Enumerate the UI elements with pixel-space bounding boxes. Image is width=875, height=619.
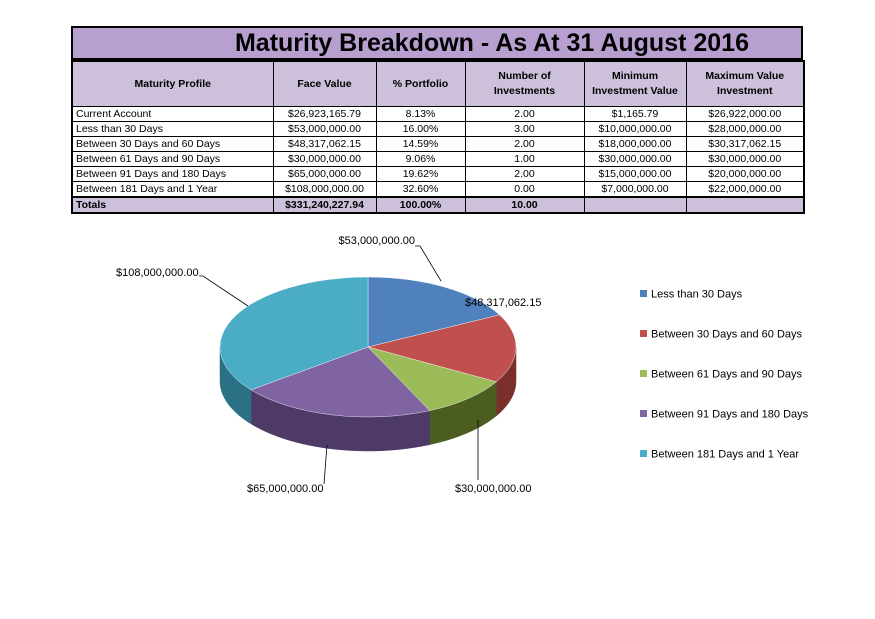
cell-minimum-investment bbox=[583, 196, 687, 214]
legend-swatch-0 bbox=[640, 290, 647, 297]
col-header-maximum-investment: Maximum Value Investment bbox=[685, 60, 805, 107]
pie-slice-2 bbox=[367, 346, 497, 411]
maturity-table: Maturity Profile Face Value % Portfolio … bbox=[71, 60, 805, 214]
legend-swatch-2 bbox=[640, 370, 647, 377]
cell-maturity-profile: Between 61 Days and 90 Days bbox=[71, 151, 274, 167]
legend-label-4: Between 181 Days and 1 Year bbox=[651, 449, 799, 461]
legend-swatch-3 bbox=[640, 410, 647, 417]
data-label-4: $108,000,000.00 bbox=[116, 267, 199, 279]
pie-slice-0 bbox=[367, 276, 500, 348]
leader-line-4 bbox=[199, 275, 249, 307]
cell-face-value: $108,000,000.00 bbox=[272, 181, 377, 198]
cell-face-value: $48,317,062.15 bbox=[272, 136, 377, 152]
col-header-face-value: Face Value bbox=[272, 60, 377, 107]
cell-maturity-profile: Totals bbox=[71, 196, 274, 214]
cell-portfolio-percent: 19.62% bbox=[375, 166, 466, 182]
leader-line-0 bbox=[415, 245, 442, 282]
data-label-2: $30,000,000.00 bbox=[455, 483, 531, 495]
cell-maximum-investment: $30,000,000.00 bbox=[685, 151, 805, 167]
cell-number-of-investments: 3.00 bbox=[464, 121, 585, 137]
totals-row: Totals $331,240,227.94 100.00% 10.00 bbox=[71, 196, 805, 214]
cell-maximum-investment: $22,000,000.00 bbox=[685, 181, 805, 198]
table-row: Between 61 Days and 90 Days $30,000,000.0… bbox=[71, 151, 805, 167]
legend-swatch-1 bbox=[640, 330, 647, 337]
cell-maturity-profile: Between 91 Days and 180 Days bbox=[71, 166, 274, 182]
legend-label-1: Between 30 Days and 60 Days bbox=[651, 329, 803, 341]
pie-slice-4 bbox=[219, 276, 369, 391]
pie-sides bbox=[219, 346, 517, 452]
cell-portfolio-percent: 32.60% bbox=[375, 181, 466, 198]
cell-number-of-investments: 10.00 bbox=[464, 196, 585, 214]
cell-minimum-investment: $10,000,000.00 bbox=[583, 121, 687, 137]
report-title: Maturity Breakdown - As At 31 August 201… bbox=[71, 26, 803, 60]
legend-label-0: Less than 30 Days bbox=[651, 289, 743, 301]
cell-maturity-profile: Current Account bbox=[71, 106, 274, 122]
chart-legend: Less than 30 Days Between 30 Days and 60 … bbox=[640, 289, 809, 461]
legend-label-3: Between 91 Days and 180 Days bbox=[651, 409, 809, 421]
cell-portfolio-percent: 100.00% bbox=[375, 196, 466, 214]
pie-slices bbox=[219, 276, 517, 418]
table-row: Less than 30 Days $53,000,000.00 16.00% 3.0… bbox=[71, 121, 805, 137]
cell-number-of-investments: 0.00 bbox=[464, 181, 585, 198]
data-label-0: $53,000,000.00 bbox=[339, 235, 415, 247]
pie-slice-3 bbox=[250, 346, 431, 418]
cell-maximum-investment bbox=[685, 196, 805, 214]
col-header-minimum-investment: Minimum Investment Value bbox=[583, 60, 687, 107]
leader-line-3 bbox=[323, 444, 328, 485]
pie-data-labels: $53,000,000.00 $48,317,062.15 $30,000,000.… bbox=[116, 235, 541, 495]
cell-maximum-investment: $20,000,000.00 bbox=[685, 166, 805, 182]
table-row: Between 181 Days and 1 Year $108,000,000.… bbox=[71, 181, 805, 198]
cell-face-value: $26,923,165.79 bbox=[272, 106, 377, 122]
legend-label-2: Between 61 Days and 90 Days bbox=[651, 369, 803, 381]
table-header-row: Maturity Profile Face Value % Portfolio … bbox=[71, 60, 805, 107]
cell-face-value: $53,000,000.00 bbox=[272, 121, 377, 137]
legend-swatch-4 bbox=[640, 450, 647, 457]
data-label-3: $65,000,000.00 bbox=[247, 483, 323, 495]
cell-number-of-investments: 2.00 bbox=[464, 166, 585, 182]
data-label-1: $48,317,062.15 bbox=[465, 297, 541, 309]
cell-face-value: $65,000,000.00 bbox=[272, 166, 377, 182]
cell-face-value: $331,240,227.94 bbox=[272, 196, 377, 214]
pie-slice-1 bbox=[367, 314, 517, 383]
table-row: Current Account $26,923,165.79 8.13% 2.00 $1… bbox=[71, 106, 805, 122]
table-row: Between 91 Days and 180 Days $65,000,000.… bbox=[71, 166, 805, 182]
cell-maximum-investment: $30,317,062.15 bbox=[685, 136, 805, 152]
